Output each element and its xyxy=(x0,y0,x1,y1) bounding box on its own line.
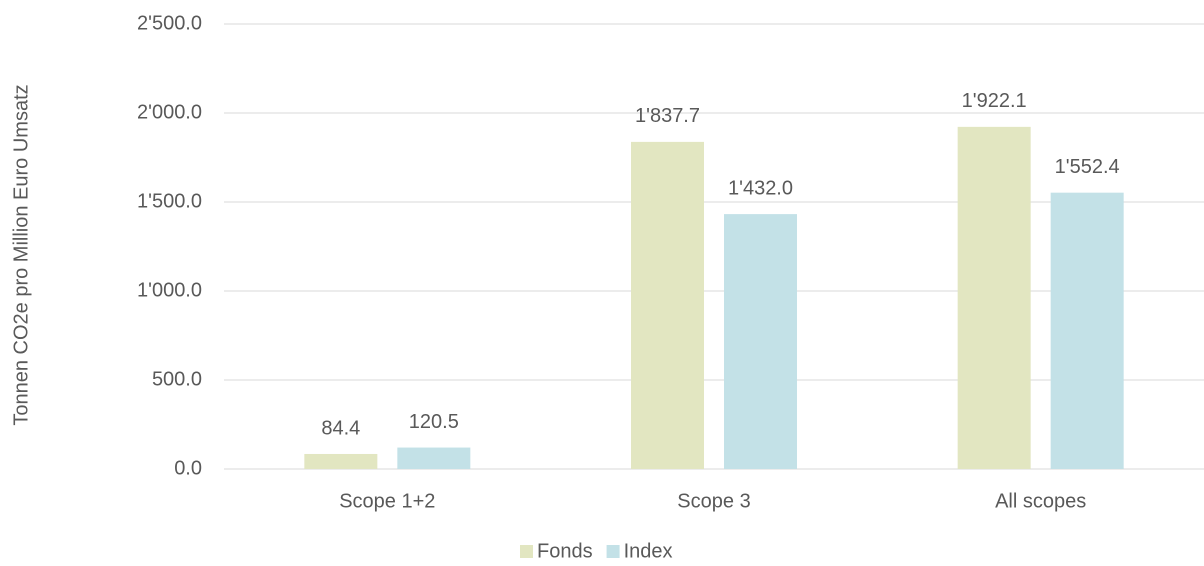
x-tick-label: All scopes xyxy=(995,490,1086,512)
data-label: 120.5 xyxy=(409,411,459,433)
y-tick-label: 500.0 xyxy=(152,368,202,390)
legend-swatch xyxy=(606,545,620,558)
bar xyxy=(397,447,471,469)
bar xyxy=(724,214,797,469)
bar xyxy=(631,141,704,469)
y-axis-label: Tonnen CO2e pro Million Euro Umsatz xyxy=(10,84,32,425)
data-label: 84.4 xyxy=(321,417,360,439)
data-label: 1'922.1 xyxy=(962,90,1027,112)
y-tick-label: 1'000.0 xyxy=(137,279,202,301)
data-label: 1'552.4 xyxy=(1055,156,1120,178)
bar xyxy=(304,453,378,469)
bar xyxy=(1050,192,1124,470)
y-tick-label: 2'000.0 xyxy=(137,101,202,123)
data-label: 1'837.7 xyxy=(635,105,700,127)
x-tick-label: Scope 1+2 xyxy=(339,490,435,512)
bar xyxy=(957,126,1031,469)
data-label: 1'432.0 xyxy=(728,177,793,199)
x-tick-label: Scope 3 xyxy=(677,490,750,512)
y-tick-label: 0.0 xyxy=(174,457,202,479)
legend-label: Index xyxy=(624,540,673,562)
y-tick-label: 1'500.0 xyxy=(137,190,202,212)
legend-label: Fonds xyxy=(537,540,593,562)
legend-swatch xyxy=(520,545,533,558)
y-tick-label: 2'500.0 xyxy=(137,12,202,34)
